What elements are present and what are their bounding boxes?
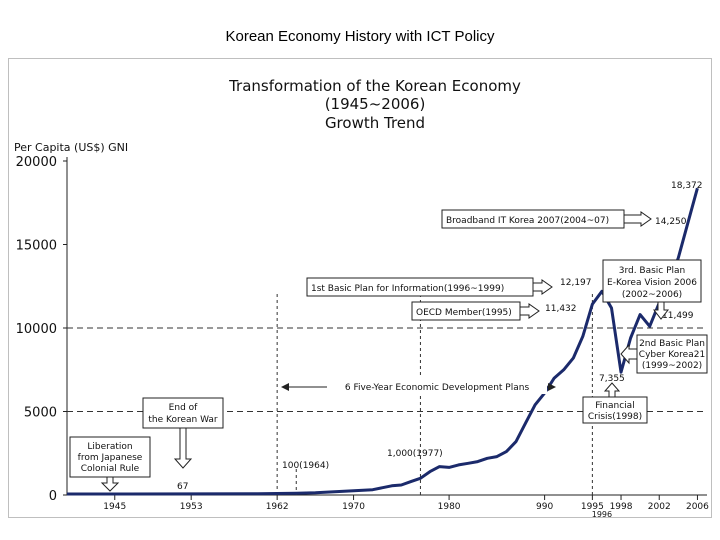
callout-second-basic-plan: 2nd Basic Plan Cyber Korea21 (1999~2002) bbox=[620, 334, 708, 374]
five-year-arrow-right-head bbox=[548, 383, 556, 391]
callout-broadband-label: Broadband IT Korea 2007(2004~07) bbox=[446, 216, 609, 226]
callout-third-basic-plan: 3rd. Basic Plan E-Korea Vision 2006 (200… bbox=[602, 259, 702, 320]
callout-financial-crisis: Financial Crisis(1998) bbox=[582, 382, 648, 424]
annotation-14250: 14,250 bbox=[655, 217, 687, 227]
callout-war-arrow bbox=[173, 427, 193, 469]
callout-oecd-arrow bbox=[519, 303, 540, 319]
gni-series-line bbox=[67, 187, 699, 496]
five-year-arrow-left-head bbox=[281, 383, 289, 391]
slide-title: Korean Economy History with ICT Policy bbox=[225, 28, 495, 45]
callout-oecd: OECD Member(1995) bbox=[411, 301, 540, 321]
x-tick-label: 990 bbox=[536, 502, 553, 512]
callout-crisis-line2: Crisis(1998) bbox=[588, 412, 642, 422]
annotation-11432: 11,432 bbox=[545, 304, 577, 314]
annotation-11499: 11,499 bbox=[662, 311, 694, 321]
annotation-7355: 7,355 bbox=[599, 374, 625, 384]
callout-second-plan-line3: (1999~2002) bbox=[642, 361, 702, 371]
x-tick-label: 2006 bbox=[686, 502, 709, 512]
y-tick-label: 20000 bbox=[16, 155, 57, 170]
callout-war-line1: End of bbox=[169, 403, 198, 413]
x-tick-label: 1980 bbox=[438, 502, 461, 512]
callout-crisis-arrow bbox=[603, 382, 621, 398]
callout-first-plan-arrow bbox=[532, 279, 553, 295]
callout-crisis-line1: Financial bbox=[595, 401, 634, 411]
callout-third-plan-arrow bbox=[652, 301, 670, 320]
chart-title-line1: Transformation of the Korean Economy bbox=[228, 77, 521, 95]
callout-broadband-arrow bbox=[623, 211, 652, 227]
y-tick-label: 0 bbox=[49, 489, 57, 504]
callout-liberation-arrow bbox=[100, 476, 120, 492]
callout-liberation: Liberation from Japanese Colonial Rule bbox=[69, 436, 151, 492]
callout-liberation-line2: from Japanese bbox=[78, 453, 143, 463]
callout-first-basic-plan: 1st Basic Plan for Information(1996~1999… bbox=[306, 277, 553, 297]
chart-title-line3: Growth Trend bbox=[325, 114, 425, 132]
five-year-plans-label: 6 Five-Year Economic Development Plans bbox=[345, 383, 530, 393]
callout-second-plan-line1: 2nd Basic Plan bbox=[639, 339, 705, 349]
five-year-label-bg bbox=[327, 378, 547, 394]
callout-liberation-line1: Liberation bbox=[87, 442, 132, 452]
x-tick-label-extra: 1996 bbox=[592, 510, 612, 517]
y-axis-label: Per Capita (US$) GNI bbox=[14, 141, 128, 154]
series-layer bbox=[67, 187, 699, 496]
annotation-18372: 18,372 bbox=[671, 181, 703, 191]
x-tick-label: 1970 bbox=[342, 502, 365, 512]
axes-layer: 0 5000 10000 15000 20000 1945 1953 1962 1970 1980… bbox=[16, 155, 710, 517]
callout-second-plan-arrow bbox=[620, 343, 638, 365]
y-tick-label: 5000 bbox=[24, 406, 57, 421]
callout-liberation-line3: Colonial Rule bbox=[81, 464, 140, 474]
x-tick-label: 1945 bbox=[103, 502, 126, 512]
callout-oecd-label: OECD Member(1995) bbox=[416, 308, 512, 318]
x-tick-label: 1953 bbox=[180, 502, 203, 512]
callout-third-plan-line2: E-Korea Vision 2006 bbox=[607, 278, 697, 288]
annotation-67: 67 bbox=[177, 482, 188, 492]
callout-war-line2: the Korean War bbox=[148, 415, 218, 425]
x-tick-label: 2002 bbox=[648, 502, 671, 512]
annotation-12197: 12,197 bbox=[560, 278, 592, 288]
y-tick-label: 15000 bbox=[16, 239, 57, 254]
callout-second-plan-line2: Cyber Korea21 bbox=[639, 350, 705, 360]
x-tick-label: 1998 bbox=[610, 502, 633, 512]
gni-line-chart: Transformation of the Korean Economy (19… bbox=[14, 77, 710, 517]
x-tick-label: 1995 bbox=[581, 502, 604, 512]
callout-third-plan-line1: 3rd. Basic Plan bbox=[619, 266, 686, 276]
chart-title-line2: (1945~2006) bbox=[325, 95, 426, 113]
x-tick-label: 1962 bbox=[266, 502, 289, 512]
y-tick-label: 10000 bbox=[16, 322, 57, 337]
callout-first-plan-label: 1st Basic Plan for Information(1996~1999… bbox=[311, 284, 504, 294]
annotation-100-1964: 100(1964) bbox=[282, 461, 329, 471]
callout-broadband: Broadband IT Korea 2007(2004~07) bbox=[441, 209, 652, 229]
chart-frame: Transformation of the Korean Economy (19… bbox=[8, 58, 712, 518]
callout-third-plan-line3: (2002~2006) bbox=[622, 290, 682, 300]
annotation-1000-1977: 1,000(1977) bbox=[387, 449, 443, 459]
callout-end-of-war: End of the Korean War bbox=[142, 397, 224, 469]
